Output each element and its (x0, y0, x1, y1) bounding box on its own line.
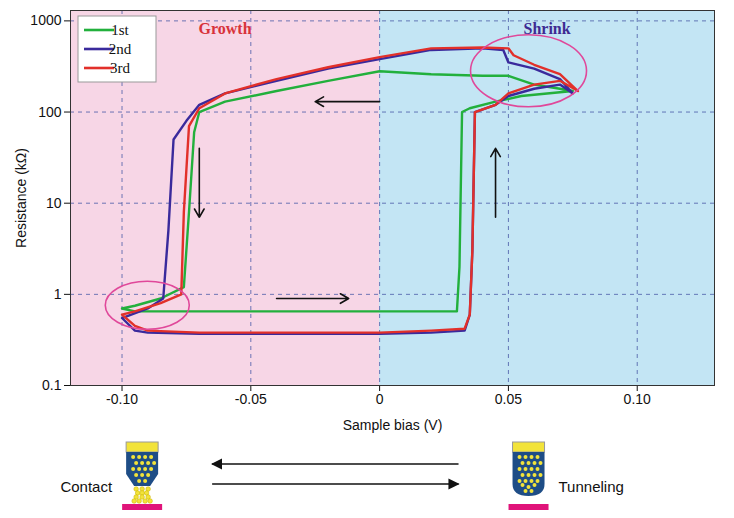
svg-text:Contact: Contact (60, 478, 113, 495)
svg-text:1st: 1st (111, 22, 129, 38)
svg-text:-0.10: -0.10 (106, 391, 138, 407)
svg-text:2nd: 2nd (109, 41, 132, 57)
svg-text:Sample bias (V): Sample bias (V) (343, 417, 443, 433)
svg-text:0.05: 0.05 (495, 391, 522, 407)
svg-text:Growth: Growth (199, 20, 252, 37)
svg-text:1000: 1000 (30, 12, 61, 28)
svg-text:10: 10 (46, 195, 62, 211)
svg-text:Resistance (kΩ): Resistance (kΩ) (13, 148, 29, 248)
svg-text:Shrink: Shrink (523, 19, 571, 37)
svg-text:0: 0 (376, 391, 384, 407)
svg-text:100: 100 (38, 104, 62, 120)
svg-text:-0.05: -0.05 (235, 391, 267, 407)
svg-text:1: 1 (54, 286, 62, 302)
svg-text:3rd: 3rd (110, 60, 130, 76)
svg-text:0.10: 0.10 (624, 391, 651, 407)
svg-text:0.1: 0.1 (42, 377, 62, 393)
svg-text:Tunneling: Tunneling (559, 478, 624, 495)
